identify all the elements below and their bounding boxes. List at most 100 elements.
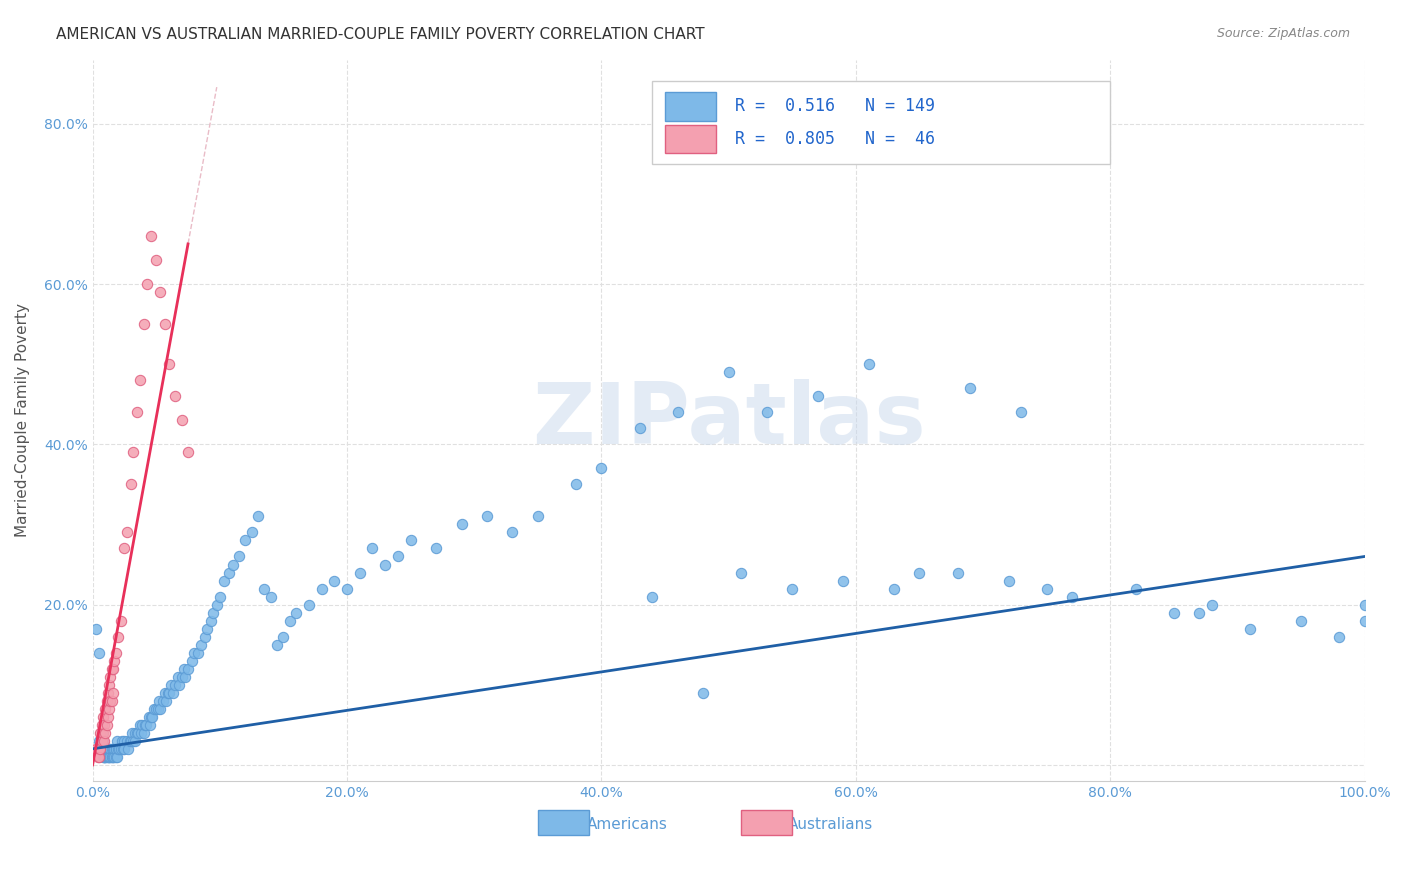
Americans [190, 638, 212, 652]
Americans [131, 718, 153, 732]
Americans [107, 741, 129, 756]
Americans [450, 517, 472, 532]
Americans [1010, 405, 1032, 419]
Americans [128, 718, 150, 732]
Americans [240, 525, 263, 540]
Americans [717, 365, 740, 379]
Americans [501, 525, 523, 540]
Americans [117, 741, 139, 756]
Australians [90, 734, 112, 748]
FancyBboxPatch shape [665, 125, 716, 153]
Americans [180, 654, 202, 668]
Americans [149, 702, 172, 716]
Americans [1354, 614, 1376, 628]
Americans [298, 598, 321, 612]
Americans [93, 749, 115, 764]
Australians [145, 252, 167, 267]
Americans [91, 741, 114, 756]
Americans [807, 389, 830, 403]
Americans [101, 749, 124, 764]
Americans [200, 614, 222, 628]
Americans [628, 421, 651, 435]
Americans [285, 606, 308, 620]
Americans [155, 694, 177, 708]
Americans [93, 741, 115, 756]
Australians [89, 741, 111, 756]
Americans [780, 582, 803, 596]
Australians [110, 614, 132, 628]
Americans [87, 734, 110, 748]
Americans [139, 710, 162, 724]
Americans [273, 630, 295, 644]
Australians [91, 710, 114, 724]
Americans [100, 741, 122, 756]
Americans [166, 670, 188, 684]
Americans [527, 509, 550, 524]
Americans [266, 638, 288, 652]
Americans [349, 566, 371, 580]
Australians [136, 277, 159, 291]
Americans [101, 741, 124, 756]
Americans [93, 749, 115, 764]
Americans [105, 734, 128, 748]
Americans [103, 741, 125, 756]
Americans [94, 749, 117, 764]
Text: ZIPatlas: ZIPatlas [531, 379, 925, 462]
Australians [112, 541, 135, 556]
Americans [135, 718, 157, 732]
Americans [94, 749, 117, 764]
Americans [173, 662, 195, 676]
Australians [87, 741, 110, 756]
Americans [98, 741, 121, 756]
Americans [100, 741, 122, 756]
Americans [399, 533, 422, 548]
FancyBboxPatch shape [741, 810, 792, 835]
Australians [100, 662, 122, 676]
Americans [641, 590, 664, 604]
Americans [115, 734, 138, 748]
Americans [1163, 606, 1185, 620]
Americans [218, 566, 240, 580]
Americans [96, 741, 118, 756]
Americans [153, 686, 176, 700]
Americans [142, 702, 165, 716]
Americans [193, 630, 215, 644]
Australians [97, 686, 120, 700]
Americans [111, 734, 134, 748]
Australians [177, 445, 200, 459]
Americans [112, 741, 135, 756]
Australians [96, 718, 118, 732]
Australians [101, 662, 124, 676]
Americans [100, 749, 122, 764]
Australians [149, 285, 172, 299]
Australians [98, 702, 121, 716]
FancyBboxPatch shape [652, 81, 1111, 164]
Text: AMERICAN VS AUSTRALIAN MARRIED-COUPLE FAMILY POVERTY CORRELATION CHART: AMERICAN VS AUSTRALIAN MARRIED-COUPLE FA… [56, 27, 704, 42]
Americans [138, 710, 160, 724]
Americans [96, 749, 118, 764]
Australians [94, 726, 117, 740]
Americans [167, 678, 190, 692]
Australians [139, 228, 162, 243]
Australians [103, 654, 125, 668]
Americans [124, 734, 146, 748]
Americans [959, 381, 981, 395]
Australians [86, 741, 108, 756]
Americans [91, 749, 114, 764]
Australians [157, 357, 180, 371]
FancyBboxPatch shape [665, 92, 716, 121]
Americans [148, 694, 170, 708]
Americans [110, 741, 132, 756]
Americans [311, 582, 333, 596]
Australians [153, 317, 176, 331]
Americans [1289, 614, 1312, 628]
Americans [152, 694, 174, 708]
Americans [374, 558, 396, 572]
Americans [127, 726, 149, 740]
Australians [86, 749, 108, 764]
Americans [246, 509, 269, 524]
Y-axis label: Married-Couple Family Poverty: Married-Couple Family Poverty [15, 303, 30, 537]
Text: Australians: Australians [787, 817, 873, 831]
Americans [129, 726, 152, 740]
Americans [1035, 582, 1057, 596]
